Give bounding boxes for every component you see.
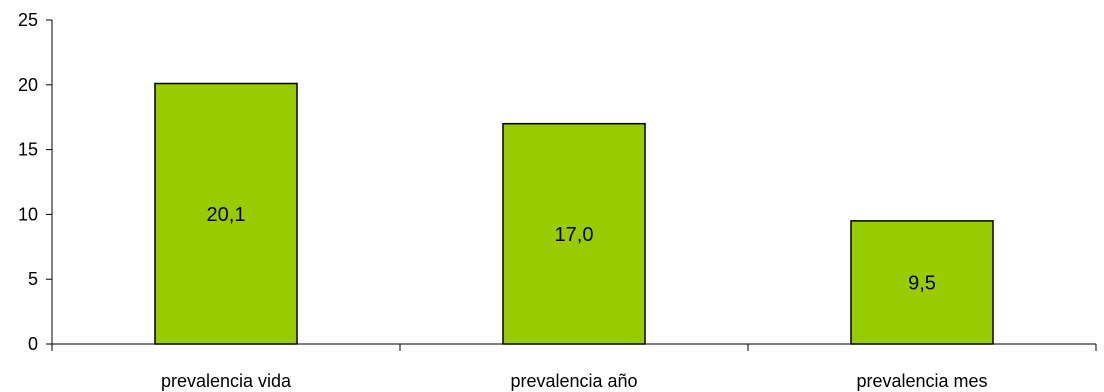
- bar: [850, 220, 994, 345]
- y-tick-label: 20: [18, 75, 38, 95]
- bars: [154, 82, 994, 345]
- y-tick-label: 25: [18, 10, 38, 30]
- data-label: 9,5: [908, 272, 936, 294]
- y-tick-label: 15: [18, 140, 38, 160]
- x-category-label: prevalencia mes: [856, 371, 987, 391]
- bar: [154, 82, 298, 345]
- x-category-label: prevalencia año: [510, 371, 637, 391]
- x-category-label: prevalencia vida: [161, 371, 292, 391]
- data-label: 20,1: [207, 204, 246, 226]
- y-tick-label: 0: [28, 334, 38, 354]
- data-label: 17,0: [555, 224, 594, 246]
- y-tick-label: 5: [28, 269, 38, 289]
- bar: [502, 122, 646, 345]
- labels: 20,1 prevalencia vida 17,0 prevalencia año 9…: [161, 204, 988, 391]
- y-tick-label: 10: [18, 204, 38, 224]
